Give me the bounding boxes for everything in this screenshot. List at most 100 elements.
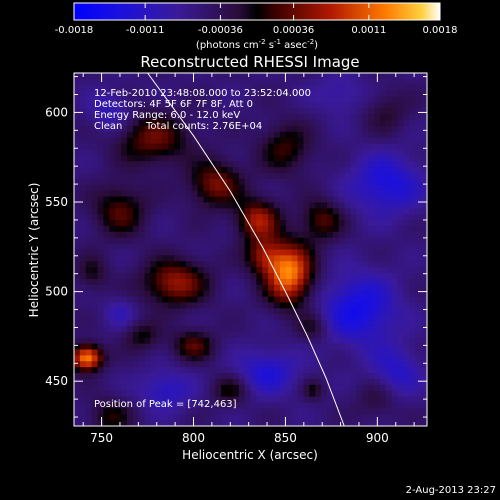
heatmap-pixel: [274, 349, 281, 356]
heatmap-pixel: [256, 243, 263, 251]
heatmap-pixel: [226, 114, 234, 121]
heatmap-pixel: [268, 114, 275, 121]
heatmap-pixel: [226, 267, 234, 274]
heatmap-pixel: [197, 337, 205, 345]
heatmap-pixel: [415, 402, 422, 409]
heatmap-pixel: [191, 349, 199, 356]
heatmap-pixel: [74, 84, 81, 92]
heatmap-pixel: [262, 178, 269, 186]
heatmap-pixel: [121, 384, 128, 392]
heatmap-pixel: [362, 361, 369, 368]
heatmap-pixel: [215, 131, 222, 139]
heatmap-pixel: [256, 373, 263, 380]
heatmap-pixel: [326, 349, 334, 356]
heatmap-pixel: [332, 125, 340, 133]
heatmap-pixel: [385, 355, 393, 362]
heatmap-pixel: [409, 108, 416, 115]
heatmap-pixel: [315, 167, 322, 174]
heatmap-pixel: [174, 343, 181, 351]
heatmap-pixel: [244, 408, 252, 415]
heatmap-pixel: [338, 314, 346, 321]
heatmap-pixel: [209, 384, 216, 392]
heatmap-pixel: [150, 396, 157, 404]
heatmap-pixel: [326, 308, 334, 315]
heatmap-pixel: [326, 355, 334, 362]
heatmap-pixel: [226, 378, 234, 386]
heatmap-pixel: [150, 237, 157, 245]
heatmap-pixel: [385, 90, 393, 98]
heatmap-pixel: [326, 237, 334, 245]
heatmap-pixel: [126, 343, 134, 351]
heatmap-pixel: [368, 214, 375, 221]
heatmap-pixel: [150, 155, 157, 162]
heatmap-pixel: [103, 155, 110, 162]
heatmap-pixel: [185, 73, 193, 80]
heatmap-pixel: [256, 249, 263, 256]
heatmap-pixel: [285, 396, 293, 404]
heatmap-pixel: [362, 73, 369, 80]
heatmap-pixel: [256, 267, 263, 274]
heatmap-pixel: [421, 290, 427, 298]
heatmap-pixel: [409, 214, 416, 221]
heatmap-pixel: [179, 390, 187, 398]
heatmap-pixel: [262, 337, 269, 345]
heatmap-pixel: [274, 290, 281, 298]
heatmap-pixel: [321, 202, 328, 209]
heatmap-pixel: [85, 220, 93, 227]
heatmap-pixel: [374, 278, 381, 286]
heatmap-pixel: [126, 73, 134, 80]
heatmap-pixel: [244, 73, 252, 80]
heatmap-pixel: [179, 78, 187, 86]
heatmap-pixel: [368, 284, 375, 292]
heatmap-pixel: [291, 396, 299, 404]
heatmap-pixel: [332, 408, 340, 415]
heatmap-pixel: [321, 420, 328, 426]
heatmap-pixel: [303, 73, 310, 80]
heatmap-pixel: [185, 349, 193, 356]
heatmap-pixel: [121, 161, 128, 168]
heatmap-pixel: [315, 196, 322, 204]
heatmap-pixel: [262, 120, 269, 127]
heatmap-pixel: [409, 190, 416, 198]
heatmap-pixel: [250, 120, 257, 127]
heatmap-pixel: [121, 378, 128, 386]
heatmap-pixel: [121, 255, 128, 262]
heatmap-pixel: [409, 290, 416, 298]
heatmap-pixel: [115, 143, 122, 151]
heatmap-pixel: [203, 296, 210, 304]
heatmap-pixel: [274, 155, 281, 162]
heatmap-pixel: [403, 102, 410, 109]
heatmap-pixel: [215, 296, 222, 304]
heatmap-pixel: [74, 108, 81, 115]
heatmap-pixel: [244, 78, 252, 86]
heatmap-pixel: [197, 225, 205, 233]
heatmap-pixel: [415, 90, 422, 98]
heatmap-pixel: [279, 161, 287, 168]
heatmap-pixel: [126, 225, 134, 233]
heatmap-pixel: [79, 178, 87, 186]
heatmap-pixel: [197, 184, 205, 192]
heatmap-pixel: [309, 178, 316, 186]
heatmap-pixel: [232, 208, 240, 215]
heatmap-pixel: [415, 343, 422, 351]
heatmap-pixel: [85, 290, 93, 298]
heatmap-pixel: [309, 384, 316, 392]
heatmap-pixel: [179, 102, 187, 109]
heatmap-pixel: [209, 214, 216, 221]
heatmap-pixel: [156, 73, 163, 80]
heatmap-pixel: [350, 149, 357, 156]
heatmap-pixel: [174, 184, 181, 192]
heatmap-pixel: [126, 384, 134, 392]
heatmap-pixel: [344, 202, 352, 209]
heatmap-pixel: [103, 196, 110, 204]
heatmap-pixel: [115, 384, 122, 392]
heatmap-pixel: [209, 137, 216, 145]
heatmap-pixel: [168, 384, 175, 392]
heatmap-pixel: [156, 314, 163, 321]
heatmap-pixel: [103, 278, 110, 286]
heatmap-pixel: [397, 237, 405, 245]
heatmap-pixel: [197, 396, 205, 404]
heatmap-pixel: [379, 249, 387, 256]
heatmap-pixel: [121, 102, 128, 109]
heatmap-pixel: [226, 90, 234, 98]
